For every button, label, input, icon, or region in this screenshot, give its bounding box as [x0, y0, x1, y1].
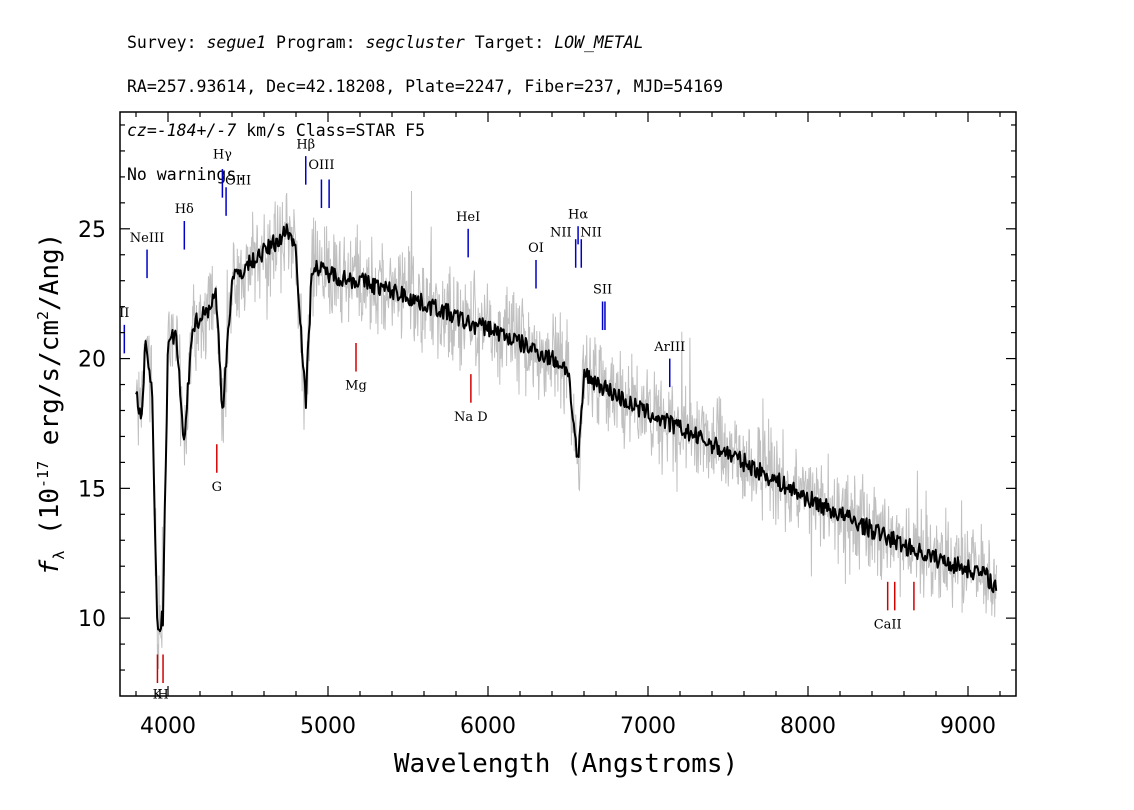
absorption-line-label: G: [212, 480, 222, 495]
flux-path: [135, 223, 998, 633]
x-tick-label: 7000: [620, 714, 676, 739]
emission-line-label: ArIII: [653, 340, 685, 355]
header-line-warnings: No warnings.: [127, 165, 247, 184]
emission-line-label: Hα: [568, 207, 588, 222]
y-tick-label: 10: [78, 607, 106, 632]
header-line-coordinates: RA=257.93614, Dec=42.18208, Plate=2247, …: [127, 77, 724, 96]
noise-band: [135, 190, 998, 673]
emission-line-label: OIII: [225, 174, 251, 189]
emission-line-label: HeI: [456, 210, 480, 225]
absorption-line-label: K: [153, 688, 163, 703]
x-tick-label: 6000: [460, 714, 516, 739]
emission-line-label: NII: [580, 226, 602, 241]
x-tick-label: 5000: [300, 714, 356, 739]
emission-line-label: Hγ: [213, 148, 232, 163]
absorption-line-label: CaII: [874, 618, 902, 633]
header-line-redshift: cz=-184+/-7 km/s Class=STAR F5: [127, 121, 426, 140]
emission-line-label: OIII: [308, 158, 334, 173]
emission-line-label: NeIII: [130, 231, 164, 246]
emission-line-label: NII: [550, 226, 572, 241]
x-tick-label: 8000: [780, 714, 836, 739]
emission-line-label: II: [119, 306, 129, 321]
emission-line-label: SII: [593, 283, 612, 298]
absorption-line-label: Na D: [454, 410, 488, 425]
spectral-line-markers: Hγ OIII Hδ NeIII II Hβ OIII HeI OI NII Hα NII SII ArI…: [119, 137, 915, 703]
y-tick-label: 20: [78, 348, 106, 373]
x-axis-title: Wavelength (Angstroms): [394, 749, 738, 779]
emission-line-label: OI: [528, 241, 544, 256]
emission-line-label: Hβ: [296, 137, 315, 152]
absorption-line-label: H: [157, 688, 168, 703]
flux-series: [135, 223, 998, 633]
y-tick-label: 15: [78, 477, 106, 502]
x-tick-label: 9000: [940, 714, 996, 739]
emission-line-label: Hδ: [175, 202, 194, 217]
y-axis-title: fλ (10-17 erg/s/cm2/Ang): [34, 233, 68, 576]
noise-path: [135, 190, 998, 673]
y-tick-label: 25: [78, 218, 106, 243]
header-line-survey: Survey: segue1 Program: segcluster Targe…: [127, 33, 644, 52]
x-tick-label: 4000: [140, 714, 196, 739]
spectrum-header: Survey: segue1 Program: segcluster Targe…: [127, 10, 723, 208]
axis-ticks: 4000 5000 6000 7000 8000 9000 10 15 20 25: [78, 112, 1016, 739]
absorption-line-label: Mg: [345, 379, 367, 394]
plot-frame: [119, 111, 1017, 697]
